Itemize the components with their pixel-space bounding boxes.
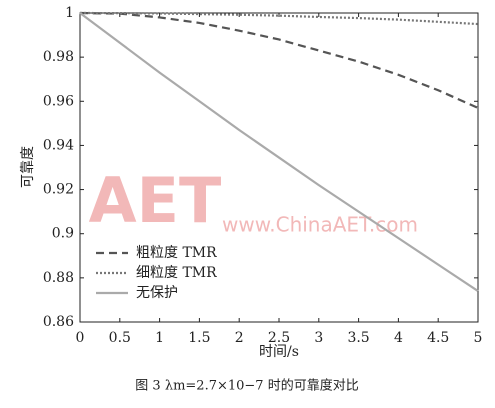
x-tick-label: 5 <box>474 330 483 346</box>
watermark: www.ChinaAET.com <box>222 213 418 237</box>
legend-label: 无保护 <box>136 285 178 301</box>
y-tick-label: 0.96 <box>43 93 74 109</box>
legend-label: 细粒度 TMR <box>136 265 217 281</box>
x-axis-label: 时间/s <box>259 344 299 360</box>
watermark: AET <box>89 164 222 237</box>
x-tick-label: 2 <box>235 330 244 346</box>
series-line <box>79 11 479 109</box>
legend-label: 粗粒度 TMR <box>136 245 217 261</box>
series-line <box>79 12 479 293</box>
x-tick-label: 1 <box>155 330 164 346</box>
x-tick-label: 4.5 <box>427 330 449 346</box>
x-tick-label: 0 <box>76 330 85 346</box>
x-tick-label: 4 <box>394 330 403 346</box>
y-tick-label: 0.94 <box>43 137 74 153</box>
y-tick-label: 0.92 <box>43 182 74 198</box>
y-tick-label: 0.86 <box>43 314 74 330</box>
y-tick-label: 1 <box>65 5 74 21</box>
y-axis-label: 可靠度 <box>20 146 36 188</box>
x-tick-label: 1.5 <box>188 330 210 346</box>
caption: 图 3 λm=2.7×10−7 时的可靠度对比 <box>135 378 358 394</box>
x-tick-label: 0.5 <box>109 330 131 346</box>
y-tick-label: 0.88 <box>43 270 74 286</box>
y-tick-label: 0.98 <box>43 49 74 65</box>
x-tick-label: 3.5 <box>347 330 369 346</box>
y-tick-label: 0.9 <box>52 226 74 242</box>
x-tick-label: 2.5 <box>268 330 290 346</box>
x-tick-label: 3 <box>314 330 323 346</box>
